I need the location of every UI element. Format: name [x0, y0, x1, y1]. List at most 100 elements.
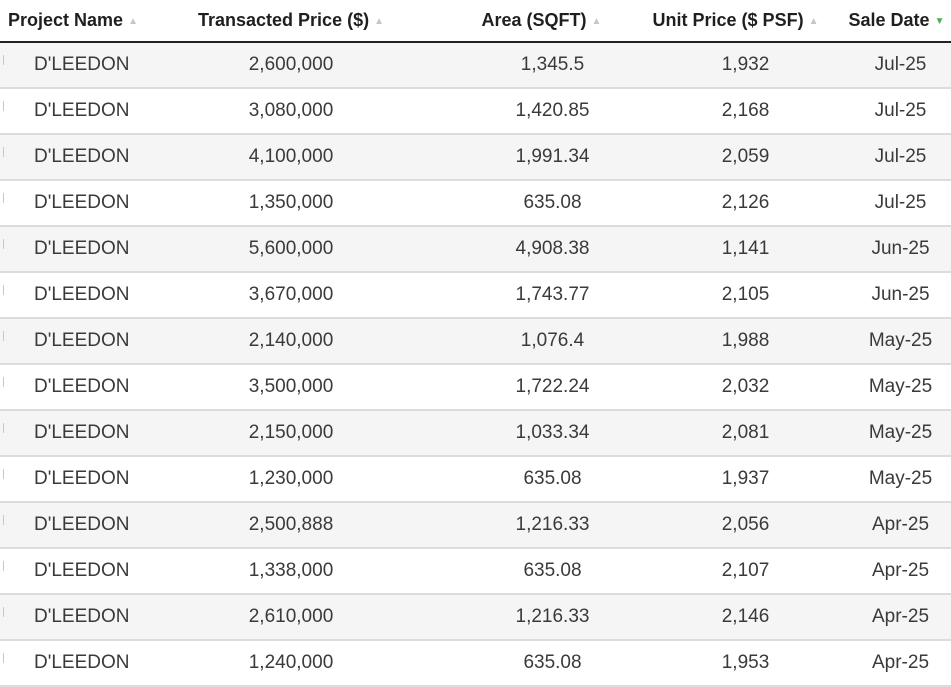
sort-descending-icon: ▼: [934, 15, 945, 27]
cell-unit-price: 1,937: [639, 456, 832, 503]
row-edge-marker: [3, 285, 4, 295]
cell-sale-date: May-25: [832, 318, 951, 365]
cell-sale-date: Apr-25: [832, 640, 951, 687]
row-edge-marker: [3, 423, 4, 433]
column-header-label: Transacted Price ($): [198, 10, 370, 30]
cell-project-name: D'LEEDON: [0, 594, 138, 641]
cell-text: D'LEEDON: [34, 376, 130, 397]
cell-project-name: D'LEEDON: [0, 180, 138, 227]
cell-area: 1,076.4: [444, 318, 639, 365]
column-header-unit-price[interactable]: Unit Price ($ PSF) ▲: [639, 0, 832, 43]
cell-sale-date: Jul-25: [832, 180, 951, 227]
cell-text: D'LEEDON: [34, 560, 130, 581]
table-row[interactable]: D'LEEDON 5,600,000 4,908.38 1,141 Jun-25: [0, 226, 951, 273]
cell-sale-date: May-25: [832, 410, 951, 457]
column-header-transacted-price[interactable]: Transacted Price ($) ▲: [138, 0, 444, 43]
table-row[interactable]: D'LEEDON 2,140,000 1,076.4 1,988 May-25: [0, 318, 951, 365]
cell-area: 635.08: [444, 180, 639, 227]
cell-text: D'LEEDON: [34, 468, 130, 489]
cell-area: 635.08: [444, 548, 639, 595]
cell-area: 1,991.34: [444, 134, 639, 181]
column-header-area[interactable]: Area (SQFT) ▲: [444, 0, 639, 43]
cell-transacted-price: 3,670,000: [138, 272, 444, 319]
cell-project-name: D'LEEDON: [0, 640, 138, 687]
cell-sale-date: Apr-25: [832, 548, 951, 595]
row-edge-marker: [3, 239, 4, 249]
cell-transacted-price: 3,080,000: [138, 88, 444, 135]
cell-sale-date: May-25: [832, 456, 951, 503]
cell-text: D'LEEDON: [34, 284, 130, 305]
cell-sale-date: Apr-25: [832, 502, 951, 549]
cell-unit-price: 2,032: [639, 364, 832, 411]
cell-project-name: D'LEEDON: [0, 42, 138, 89]
column-header-label: Area (SQFT): [481, 10, 587, 30]
cell-project-name: D'LEEDON: [0, 226, 138, 273]
table-body: D'LEEDON 2,600,000 1,345.5 1,932 Jul-25 D'LEE…: [0, 42, 951, 687]
column-header-sale-date[interactable]: Sale Date ▼: [832, 0, 951, 43]
cell-area: 1,420.85: [444, 88, 639, 135]
cell-transacted-price: 2,500,888: [138, 502, 444, 549]
cell-project-name: D'LEEDON: [0, 410, 138, 457]
cell-sale-date: Jul-25: [832, 134, 951, 181]
table-row[interactable]: D'LEEDON 4,100,000 1,991.34 2,059 Jul-25: [0, 134, 951, 181]
table-row[interactable]: D'LEEDON 3,080,000 1,420.85 2,168 Jul-25: [0, 88, 951, 135]
cell-project-name: D'LEEDON: [0, 364, 138, 411]
cell-area: 1,345.5: [444, 42, 639, 89]
cell-transacted-price: 3,500,000: [138, 364, 444, 411]
table-row[interactable]: D'LEEDON 1,240,000 635.08 1,953 Apr-25: [0, 640, 951, 687]
row-edge-marker: [3, 561, 4, 571]
cell-text: D'LEEDON: [34, 146, 130, 167]
cell-transacted-price: 1,338,000: [138, 548, 444, 595]
cell-project-name: D'LEEDON: [0, 502, 138, 549]
cell-unit-price: 1,141: [639, 226, 832, 273]
table-row[interactable]: D'LEEDON 1,230,000 635.08 1,937 May-25: [0, 456, 951, 503]
sort-arrow-icon: ▲: [808, 15, 819, 27]
cell-text: D'LEEDON: [34, 238, 130, 259]
cell-area: 4,908.38: [444, 226, 639, 273]
sort-arrow-icon: ▲: [128, 15, 138, 27]
row-edge-marker: [3, 147, 4, 157]
cell-area: 635.08: [444, 640, 639, 687]
column-header-project-name[interactable]: Project Name ▲: [0, 0, 138, 43]
table-row[interactable]: D'LEEDON 1,338,000 635.08 2,107 Apr-25: [0, 548, 951, 595]
cell-project-name: D'LEEDON: [0, 272, 138, 319]
table-row[interactable]: D'LEEDON 2,610,000 1,216.33 2,146 Apr-25: [0, 594, 951, 641]
row-edge-marker: [3, 193, 4, 203]
cell-transacted-price: 1,350,000: [138, 180, 444, 227]
cell-unit-price: 2,107: [639, 548, 832, 595]
cell-unit-price: 2,081: [639, 410, 832, 457]
cell-project-name: D'LEEDON: [0, 456, 138, 503]
cell-text: D'LEEDON: [34, 100, 130, 121]
table-row[interactable]: D'LEEDON 2,600,000 1,345.5 1,932 Jul-25: [0, 42, 951, 89]
cell-project-name: D'LEEDON: [0, 318, 138, 365]
table-row[interactable]: D'LEEDON 3,500,000 1,722.24 2,032 May-25: [0, 364, 951, 411]
column-header-label: Sale Date: [848, 10, 930, 30]
row-edge-marker: [3, 377, 4, 387]
cell-transacted-price: 2,150,000: [138, 410, 444, 457]
cell-unit-price: 2,168: [639, 88, 832, 135]
row-edge-marker: [3, 515, 4, 525]
column-header-label: Unit Price ($ PSF): [652, 10, 804, 30]
cell-text: D'LEEDON: [34, 652, 130, 673]
cell-unit-price: 2,056: [639, 502, 832, 549]
row-edge-marker: [3, 469, 4, 479]
table-row[interactable]: D'LEEDON 1,350,000 635.08 2,126 Jul-25: [0, 180, 951, 227]
row-edge-marker: [3, 55, 4, 65]
table-row[interactable]: D'LEEDON 2,150,000 1,033.34 2,081 May-25: [0, 410, 951, 457]
cell-area: 1,216.33: [444, 594, 639, 641]
table-row[interactable]: D'LEEDON 3,670,000 1,743.77 2,105 Jun-25: [0, 272, 951, 319]
cell-sale-date: Apr-25: [832, 594, 951, 641]
table-row[interactable]: D'LEEDON 2,500,888 1,216.33 2,056 Apr-25: [0, 502, 951, 549]
cell-text: D'LEEDON: [34, 330, 130, 351]
cell-transacted-price: 2,140,000: [138, 318, 444, 365]
cell-area: 635.08: [444, 456, 639, 503]
cell-area: 1,033.34: [444, 410, 639, 457]
cell-sale-date: Jul-25: [832, 88, 951, 135]
cell-area: 1,216.33: [444, 502, 639, 549]
cell-sale-date: May-25: [832, 364, 951, 411]
sort-arrow-icon: ▲: [591, 15, 602, 27]
cell-transacted-price: 1,230,000: [138, 456, 444, 503]
cell-text: D'LEEDON: [34, 514, 130, 535]
cell-project-name: D'LEEDON: [0, 134, 138, 181]
table-header: Project Name ▲ Transacted Price ($) ▲ Area…: [0, 0, 951, 43]
